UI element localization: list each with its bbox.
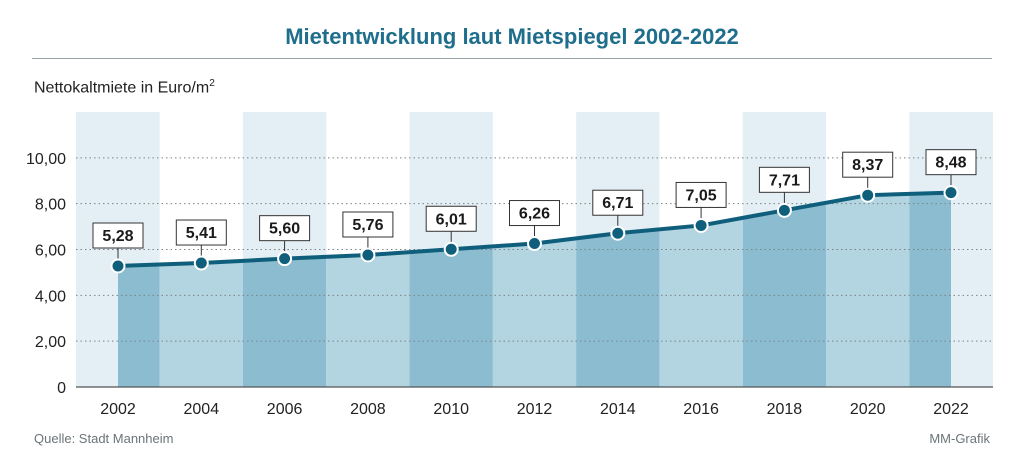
data-label-box	[509, 200, 560, 227]
x-tick-label: 2016	[683, 401, 719, 418]
data-label-box	[175, 219, 227, 246]
area-segment-2004	[159, 260, 243, 387]
data-point	[527, 236, 542, 252]
x-tick-label: 2014	[600, 401, 636, 418]
data-point	[193, 255, 209, 271]
y-tick-label: 10,00	[26, 151, 66, 168]
x-tick-label: 2002	[100, 401, 136, 418]
data-point	[776, 202, 792, 218]
data-label: 6,71	[602, 195, 633, 212]
area-segment-2006	[242, 256, 327, 387]
x-tick-label: 2018	[767, 401, 803, 418]
area-segment-2018	[742, 202, 827, 387]
y-tick-label: 8,00	[35, 197, 66, 214]
y-tick-label: 2,00	[35, 334, 66, 351]
data-points	[110, 185, 959, 274]
x-tick-label: 2020	[850, 401, 886, 418]
x-tick-label: 2010	[433, 401, 469, 418]
x-tick-label: 2022	[933, 401, 969, 418]
graphic-credit: MM-Grafik	[929, 431, 990, 446]
area-segment-2002	[118, 264, 160, 387]
x-tick-label: 2008	[350, 401, 386, 418]
x-tick-labels: 2002 2004 2006 2008 2010 2012 2014 2016 2018 2020…	[100, 401, 969, 418]
x-tick-label: 2004	[184, 401, 220, 418]
data-point	[943, 185, 959, 201]
y-axis-label: Nettokaltmiete in Euro/m2	[34, 78, 215, 97]
data-label: 5,41	[186, 225, 217, 242]
data-label-box	[592, 189, 644, 216]
data-label: 5,60	[269, 221, 300, 238]
y-tick-label: 6,00	[35, 243, 66, 260]
y-tick-label: 4,00	[35, 288, 66, 305]
data-label-box	[259, 215, 311, 242]
data-label: 5,76	[352, 217, 383, 234]
x-tick-label: 2012	[517, 401, 553, 418]
data-point	[693, 217, 709, 233]
data-label: 7,71	[769, 172, 800, 189]
y-tick-label: 0	[57, 380, 66, 397]
data-label-box	[758, 166, 810, 193]
source-note: Quelle: Stadt Mannheim	[34, 431, 174, 446]
data-point	[443, 241, 459, 257]
x-tick-label: 2006	[267, 401, 303, 418]
y-axis-label-text: Nettokaltmiete in Euro/m	[34, 79, 210, 97]
data-point	[860, 187, 876, 203]
data-label-box	[425, 205, 477, 232]
area-segment-2008	[326, 252, 410, 387]
data-label: 6,26	[519, 206, 550, 223]
data-label-box	[925, 149, 977, 176]
data-label: 8,48	[935, 155, 966, 172]
title-divider	[32, 58, 992, 59]
data-label: 8,37	[852, 157, 883, 174]
area-segment-2022	[909, 192, 951, 387]
area-segment-2016	[659, 217, 743, 387]
area-segment-2010	[409, 246, 493, 387]
data-point	[360, 247, 376, 263]
data-label-box	[342, 211, 394, 238]
y-axis-label-superscript: 2	[209, 78, 215, 89]
data-point	[610, 225, 626, 241]
data-label-box	[842, 151, 894, 178]
data-point	[277, 251, 293, 267]
area-segment-2020	[826, 193, 910, 387]
area-segment-2014	[576, 229, 660, 387]
data-point	[110, 258, 126, 274]
area-segment-2012	[492, 238, 577, 387]
y-tick-labels: 0 2,00 4,00 6,00 8,00 10,00	[26, 151, 66, 397]
data-label-box	[675, 181, 727, 208]
data-label-box	[92, 222, 144, 249]
data-label: 6,01	[436, 211, 467, 228]
data-label: 7,05	[686, 187, 717, 204]
chart-title: Mietentwicklung laut Mietspiegel 2002-20…	[285, 24, 739, 49]
data-label: 5,28	[102, 228, 133, 245]
data-labels: 5,28 5,41 5,60 5,76 6,01 6,26 6,71 7,05 7,71 8,37…	[92, 149, 977, 260]
area-fill	[118, 192, 951, 387]
